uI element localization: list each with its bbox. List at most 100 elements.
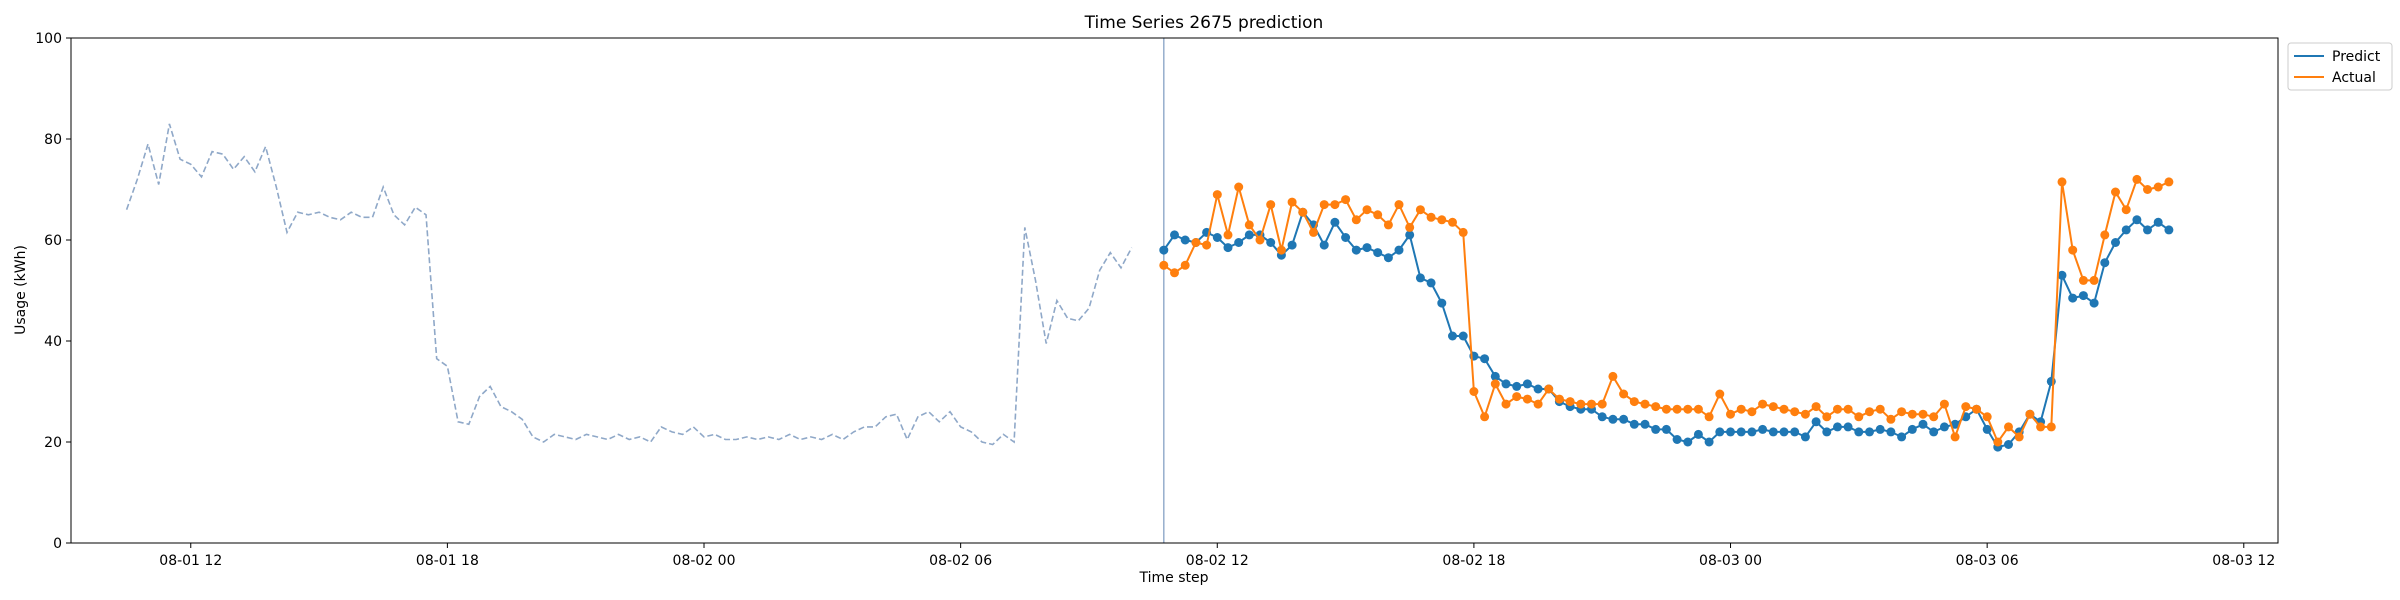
predict-point	[1362, 243, 1372, 253]
actual-point	[1608, 371, 1618, 381]
predict-point	[1159, 245, 1169, 255]
actual-point	[2057, 177, 2067, 187]
predict-point	[1651, 424, 1661, 434]
predict-point	[1715, 427, 1725, 437]
predict-point	[1822, 427, 1832, 437]
predict-point	[1415, 273, 1425, 283]
actual-point	[1736, 404, 1746, 414]
legend: Predict Actual	[2287, 42, 2393, 91]
predict-point	[1640, 419, 1650, 429]
actual-point	[1298, 207, 1308, 217]
actual-point	[2132, 174, 2142, 184]
actual-point	[1597, 399, 1607, 409]
actual-point	[1576, 399, 1586, 409]
actual-point	[1501, 399, 1511, 409]
y-tick-label: 100	[35, 31, 62, 47]
predict-point	[1448, 331, 1457, 341]
actual-point	[2121, 205, 2131, 215]
x-axis: 08-01 12 08-01 18 08-02 00 08-02 06 08-02 12…	[159, 543, 2275, 569]
actual-point	[1843, 404, 1853, 414]
actual-point	[1223, 230, 1233, 240]
actual-point	[1704, 412, 1714, 422]
actual-point	[1287, 197, 1297, 207]
y-axis: 0 20 40 60 80 100	[35, 31, 71, 552]
actual-point	[1276, 245, 1286, 255]
x-tick-label: 08-03 12	[2212, 553, 2275, 569]
predict-point	[1779, 427, 1789, 437]
actual-point	[1255, 235, 1265, 245]
predict-point	[1747, 427, 1757, 437]
actual-point	[1480, 412, 1490, 422]
actual-point	[1939, 399, 1949, 409]
predict-point	[1522, 379, 1532, 389]
predict-point	[1950, 419, 1960, 429]
actual-point	[2046, 422, 2056, 432]
legend-predict-label: Predict	[2332, 49, 2381, 65]
predict-point	[1244, 230, 1254, 240]
actual-point	[1469, 387, 1479, 396]
legend-box	[2287, 42, 2393, 91]
actual-point	[1341, 195, 1351, 205]
predict-point	[1811, 417, 1821, 427]
predict-point	[1341, 233, 1351, 242]
predict-point	[1373, 248, 1383, 258]
predict-point	[1790, 427, 1800, 437]
predict-point	[1865, 427, 1874, 437]
predict-point	[1629, 419, 1639, 429]
actual-point	[1266, 200, 1276, 210]
actual-series-line	[1163, 177, 2170, 445]
actual-point	[1950, 432, 1960, 442]
actual-point	[1886, 414, 1896, 424]
actual-point	[1554, 394, 1564, 404]
actual-point	[2014, 432, 2024, 442]
predict-point	[2089, 298, 2099, 308]
actual-point	[1811, 402, 1821, 412]
actual-point	[1330, 200, 1340, 210]
actual-point	[1961, 402, 1971, 412]
actual-point	[1854, 412, 1864, 422]
plot-marks	[125, 38, 2174, 543]
y-tick-label: 80	[44, 132, 62, 148]
actual-point	[1897, 407, 1907, 417]
y-tick-label: 0	[53, 536, 62, 552]
predict-point	[2143, 225, 2152, 235]
actual-point	[1800, 409, 1810, 419]
actual-point	[1362, 205, 1372, 215]
predict-point	[1982, 424, 1992, 434]
predict-point	[1287, 240, 1297, 250]
actual-point	[1822, 412, 1832, 422]
actual-point	[1726, 409, 1735, 419]
predict-point	[1597, 412, 1607, 422]
actual-point	[1875, 404, 1885, 414]
actual-point	[1383, 220, 1393, 230]
actual-point	[1865, 407, 1874, 417]
predict-point	[1458, 331, 1468, 341]
predict-point	[1608, 414, 1618, 424]
actual-point	[1768, 402, 1778, 412]
predict-point	[2164, 225, 2174, 235]
actual-point	[1661, 404, 1671, 414]
predict-point	[1736, 427, 1746, 437]
predict-point	[1768, 427, 1778, 437]
predict-point	[1918, 419, 1928, 429]
actual-point	[1619, 389, 1629, 399]
actual-point	[1982, 412, 1992, 422]
actual-point	[1629, 397, 1639, 407]
actual-point	[2078, 275, 2088, 285]
actual-point	[1212, 190, 1222, 200]
actual-point	[1234, 182, 1244, 192]
actual-point	[2164, 177, 2174, 187]
predict-point	[1405, 230, 1415, 240]
actual-point	[1351, 215, 1361, 225]
x-tick-label: 08-02 18	[1442, 553, 1505, 569]
actual-point	[1170, 268, 1179, 278]
y-tick-label: 40	[44, 334, 62, 350]
y-axis-label: Usage (kWh)	[13, 245, 29, 335]
actual-point	[1758, 399, 1768, 409]
predict-point	[1897, 432, 1907, 442]
predict-point	[1683, 437, 1693, 447]
predict-point	[1234, 238, 1244, 247]
predict-point	[1223, 243, 1233, 253]
actual-point	[1993, 437, 2003, 447]
